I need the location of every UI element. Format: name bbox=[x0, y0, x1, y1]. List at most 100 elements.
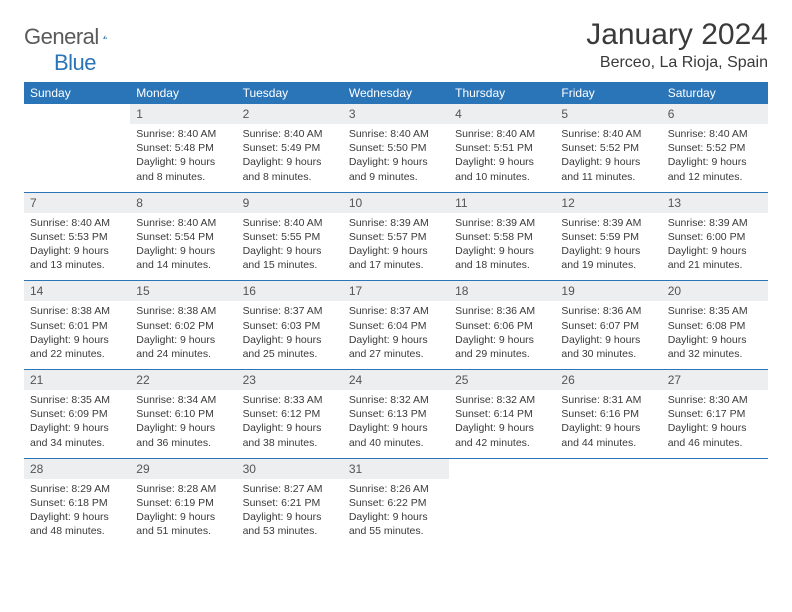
day-content-cell: Sunrise: 8:32 AMSunset: 6:13 PMDaylight:… bbox=[343, 390, 449, 458]
day-number-cell: 21 bbox=[24, 370, 130, 391]
day-sunrise: Sunrise: 8:26 AM bbox=[349, 482, 443, 496]
day-number-cell: 7 bbox=[24, 192, 130, 213]
day-number-cell: 17 bbox=[343, 281, 449, 302]
logo-sail-icon bbox=[103, 28, 108, 46]
day-header: Friday bbox=[555, 82, 661, 104]
day-number-cell bbox=[662, 458, 768, 479]
day-number: 12 bbox=[561, 196, 574, 210]
day-sunset: Sunset: 5:52 PM bbox=[561, 141, 655, 155]
day-sunrise: Sunrise: 8:33 AM bbox=[243, 393, 337, 407]
day-number-cell: 15 bbox=[130, 281, 236, 302]
day-content-cell: Sunrise: 8:39 AMSunset: 6:00 PMDaylight:… bbox=[662, 213, 768, 281]
day-daylight1: Daylight: 9 hours bbox=[455, 421, 549, 435]
day-daylight1: Daylight: 9 hours bbox=[455, 333, 549, 347]
day-daylight2: and 30 minutes. bbox=[561, 347, 655, 361]
week-content-row: Sunrise: 8:35 AMSunset: 6:09 PMDaylight:… bbox=[24, 390, 768, 458]
day-content-cell: Sunrise: 8:31 AMSunset: 6:16 PMDaylight:… bbox=[555, 390, 661, 458]
day-sunset: Sunset: 6:18 PM bbox=[30, 496, 124, 510]
day-content-cell: Sunrise: 8:26 AMSunset: 6:22 PMDaylight:… bbox=[343, 479, 449, 547]
day-daylight2: and 8 minutes. bbox=[136, 170, 230, 184]
day-daylight1: Daylight: 9 hours bbox=[349, 244, 443, 258]
day-daylight1: Daylight: 9 hours bbox=[136, 155, 230, 169]
day-content-cell: Sunrise: 8:39 AMSunset: 5:57 PMDaylight:… bbox=[343, 213, 449, 281]
logo-text-general: General bbox=[24, 24, 99, 50]
day-number: 23 bbox=[243, 373, 256, 387]
day-number-cell: 18 bbox=[449, 281, 555, 302]
day-sunset: Sunset: 6:16 PM bbox=[561, 407, 655, 421]
day-sunrise: Sunrise: 8:36 AM bbox=[561, 304, 655, 318]
day-daylight2: and 34 minutes. bbox=[30, 436, 124, 450]
day-number: 16 bbox=[243, 284, 256, 298]
day-content-cell bbox=[24, 124, 130, 192]
day-sunrise: Sunrise: 8:39 AM bbox=[455, 216, 549, 230]
day-sunset: Sunset: 6:10 PM bbox=[136, 407, 230, 421]
day-daylight2: and 44 minutes. bbox=[561, 436, 655, 450]
day-daylight2: and 27 minutes. bbox=[349, 347, 443, 361]
day-sunset: Sunset: 6:06 PM bbox=[455, 319, 549, 333]
day-number-cell: 26 bbox=[555, 370, 661, 391]
day-content-cell: Sunrise: 8:34 AMSunset: 6:10 PMDaylight:… bbox=[130, 390, 236, 458]
day-daylight2: and 18 minutes. bbox=[455, 258, 549, 272]
day-sunrise: Sunrise: 8:31 AM bbox=[561, 393, 655, 407]
day-content-cell: Sunrise: 8:36 AMSunset: 6:06 PMDaylight:… bbox=[449, 301, 555, 369]
day-sunrise: Sunrise: 8:40 AM bbox=[136, 127, 230, 141]
day-number: 7 bbox=[30, 196, 37, 210]
day-daylight1: Daylight: 9 hours bbox=[136, 421, 230, 435]
day-number-cell: 27 bbox=[662, 370, 768, 391]
calendar-table: Sunday Monday Tuesday Wednesday Thursday… bbox=[24, 82, 768, 546]
title-month: January 2024 bbox=[586, 18, 768, 52]
day-sunrise: Sunrise: 8:40 AM bbox=[136, 216, 230, 230]
day-number: 10 bbox=[349, 196, 362, 210]
day-daylight2: and 29 minutes. bbox=[455, 347, 549, 361]
day-number: 18 bbox=[455, 284, 468, 298]
day-number: 28 bbox=[30, 462, 43, 476]
day-number: 22 bbox=[136, 373, 149, 387]
day-sunrise: Sunrise: 8:39 AM bbox=[349, 216, 443, 230]
day-daylight2: and 40 minutes. bbox=[349, 436, 443, 450]
day-sunset: Sunset: 6:04 PM bbox=[349, 319, 443, 333]
day-sunrise: Sunrise: 8:40 AM bbox=[561, 127, 655, 141]
day-sunrise: Sunrise: 8:29 AM bbox=[30, 482, 124, 496]
day-sunset: Sunset: 6:00 PM bbox=[668, 230, 762, 244]
day-number-cell: 11 bbox=[449, 192, 555, 213]
day-daylight2: and 9 minutes. bbox=[349, 170, 443, 184]
day-sunset: Sunset: 5:48 PM bbox=[136, 141, 230, 155]
day-daylight1: Daylight: 9 hours bbox=[30, 244, 124, 258]
day-number-cell: 16 bbox=[237, 281, 343, 302]
day-daylight2: and 10 minutes. bbox=[455, 170, 549, 184]
day-content-cell: Sunrise: 8:33 AMSunset: 6:12 PMDaylight:… bbox=[237, 390, 343, 458]
day-sunrise: Sunrise: 8:35 AM bbox=[30, 393, 124, 407]
day-daylight1: Daylight: 9 hours bbox=[30, 333, 124, 347]
day-content-cell: Sunrise: 8:40 AMSunset: 5:52 PMDaylight:… bbox=[662, 124, 768, 192]
day-number-cell: 19 bbox=[555, 281, 661, 302]
day-daylight2: and 22 minutes. bbox=[30, 347, 124, 361]
day-number: 29 bbox=[136, 462, 149, 476]
day-daylight1: Daylight: 9 hours bbox=[243, 155, 337, 169]
day-header: Wednesday bbox=[343, 82, 449, 104]
day-header: Saturday bbox=[662, 82, 768, 104]
day-number: 24 bbox=[349, 373, 362, 387]
day-number: 6 bbox=[668, 107, 675, 121]
day-content-cell: Sunrise: 8:40 AMSunset: 5:54 PMDaylight:… bbox=[130, 213, 236, 281]
day-daylight1: Daylight: 9 hours bbox=[243, 421, 337, 435]
day-number: 15 bbox=[136, 284, 149, 298]
day-number: 27 bbox=[668, 373, 681, 387]
day-content-cell: Sunrise: 8:35 AMSunset: 6:08 PMDaylight:… bbox=[662, 301, 768, 369]
day-sunrise: Sunrise: 8:40 AM bbox=[243, 127, 337, 141]
day-sunset: Sunset: 6:12 PM bbox=[243, 407, 337, 421]
day-content-cell: Sunrise: 8:36 AMSunset: 6:07 PMDaylight:… bbox=[555, 301, 661, 369]
day-daylight1: Daylight: 9 hours bbox=[668, 244, 762, 258]
day-content-cell: Sunrise: 8:39 AMSunset: 5:58 PMDaylight:… bbox=[449, 213, 555, 281]
logo-text-blue: Blue bbox=[54, 50, 96, 75]
day-number: 30 bbox=[243, 462, 256, 476]
day-number: 11 bbox=[455, 196, 467, 210]
day-content-cell: Sunrise: 8:38 AMSunset: 6:01 PMDaylight:… bbox=[24, 301, 130, 369]
day-sunrise: Sunrise: 8:28 AM bbox=[136, 482, 230, 496]
day-number-cell bbox=[555, 458, 661, 479]
day-daylight1: Daylight: 9 hours bbox=[561, 421, 655, 435]
day-sunrise: Sunrise: 8:39 AM bbox=[561, 216, 655, 230]
day-daylight1: Daylight: 9 hours bbox=[136, 510, 230, 524]
day-sunrise: Sunrise: 8:32 AM bbox=[455, 393, 549, 407]
week-content-row: Sunrise: 8:29 AMSunset: 6:18 PM Daylight:… bbox=[24, 479, 768, 547]
day-header: Monday bbox=[130, 82, 236, 104]
